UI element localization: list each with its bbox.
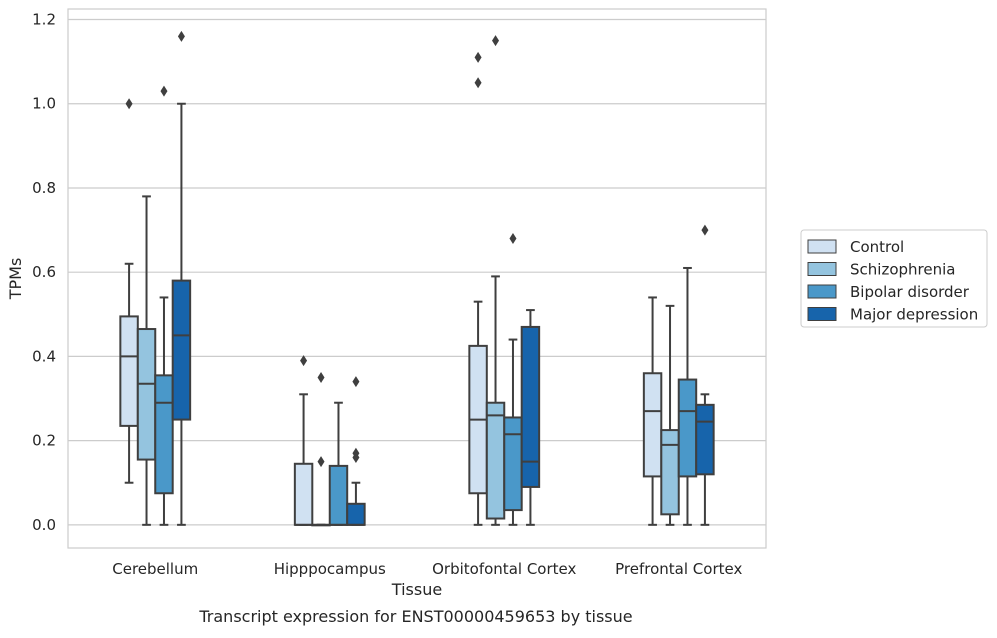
legend-label: Major depression (850, 306, 978, 324)
y-tick-labels: 0.0 0.2 0.4 0.6 0.8 1.0 1.2 (32, 11, 56, 534)
outlier-point (160, 85, 168, 97)
box-control (119, 98, 139, 484)
box-body (328, 464, 349, 526)
legend-swatch (807, 284, 837, 299)
outlier-point (317, 456, 325, 468)
legend-swatch (807, 307, 837, 321)
x-tick-label: Cerebellum (112, 560, 198, 578)
box-body (293, 462, 314, 526)
box-body (520, 325, 541, 488)
outlier-point (474, 51, 482, 63)
outlier-point (701, 224, 709, 236)
legend-swatch (807, 239, 837, 254)
outlier-point (177, 30, 185, 42)
y-tick-label: 0.4 (32, 347, 56, 365)
x-tick-labels: Cerebellum Hipppocampus Orbitofontal Corte… (112, 560, 742, 578)
y-tick-label: 0.8 (32, 179, 56, 197)
box-series (119, 30, 715, 527)
x-tick-label: Hipppocampus (274, 560, 386, 578)
box-body (695, 403, 715, 476)
legend-label: Schizophrenia (850, 261, 955, 279)
box-major-depression (695, 224, 715, 526)
x-tick-label: Orbitofontal Cortex (432, 560, 576, 578)
box-body (154, 374, 174, 495)
box-bipolar-disorder (503, 232, 523, 526)
box-schizophrenia (311, 371, 331, 527)
box-schizophrenia (485, 35, 506, 526)
box-major-depression (520, 309, 541, 526)
box-bipolar-disorder (154, 85, 174, 526)
box-body (677, 378, 698, 478)
outlier-point (352, 451, 360, 463)
legend-label: Bipolar disorder (850, 283, 970, 301)
x-tick-label: Prefrontal Cortex (615, 560, 742, 578)
y-tick-label: 0.0 (32, 516, 56, 534)
legend-frame (800, 229, 988, 328)
box-body (503, 416, 523, 512)
box-major-depression (171, 30, 192, 526)
y-tick-label: 1.0 (32, 95, 56, 113)
plot-frame (67, 8, 767, 549)
outlier-point (300, 355, 308, 367)
box-major-depression (346, 376, 366, 526)
box-body (136, 328, 157, 461)
y-axis-label: TPMs (6, 258, 25, 301)
outlier-point (509, 232, 517, 244)
box-control (293, 355, 314, 526)
outlier-point (125, 98, 133, 110)
box-body (485, 401, 506, 520)
box-schizophrenia (660, 304, 680, 526)
y-tick-label: 0.2 (32, 432, 56, 450)
chart-caption: Transcript expression for ENST0000045965… (198, 607, 632, 626)
y-tick-label: 0.6 (32, 263, 56, 281)
y-tick-label: 1.2 (32, 11, 56, 29)
box-body (642, 372, 663, 478)
outlier-point (492, 35, 500, 47)
legend: Control Schizophrenia Bipolar disorder Majo… (800, 229, 988, 328)
box-body (346, 502, 366, 526)
box-body (171, 279, 192, 421)
legend-label: Control (850, 238, 904, 256)
box-schizophrenia (136, 195, 157, 526)
outlier-point (352, 376, 360, 388)
box-body (119, 315, 139, 427)
box-control (642, 296, 663, 526)
outlier-point (317, 371, 325, 383)
outlier-point (474, 77, 482, 89)
box-bipolar-disorder (328, 401, 349, 526)
x-axis-label: Tissue (391, 580, 442, 599)
legend-swatch (807, 262, 837, 276)
box-body (660, 429, 680, 516)
